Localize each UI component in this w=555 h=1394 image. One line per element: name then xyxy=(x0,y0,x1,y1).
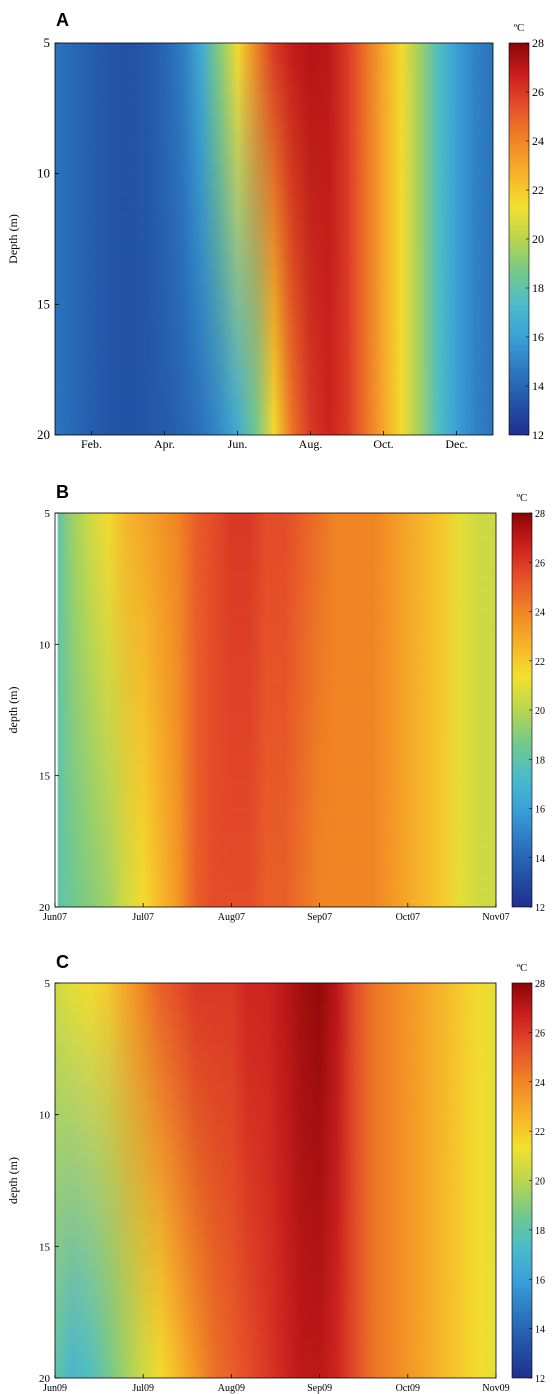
colorbar-tick-label: 18 xyxy=(535,755,545,766)
x-tick-label: Oct07 xyxy=(396,912,420,923)
colorbar-tick-label: 16 xyxy=(532,330,544,344)
x-tick-label: Jul07 xyxy=(132,912,154,923)
y-axis-label: depth (m) xyxy=(6,1157,20,1204)
heatmap-surface-bottom xyxy=(55,983,496,1378)
colorbar-tick-label: 20 xyxy=(532,232,544,246)
x-tick-label: Feb. xyxy=(81,437,102,451)
colorbar-tick-label: 28 xyxy=(535,979,545,990)
y-tick-label: 5 xyxy=(45,978,51,990)
panel-a: A5 10 15 20 Depth (m) Feb. Apr. Jun. Aug. Oct. Dec… xyxy=(6,10,544,451)
x-tick-label: Aug07 xyxy=(218,912,245,923)
x-tick-label: Sep09 xyxy=(307,1383,332,1394)
y-tick-label: 15 xyxy=(37,296,50,311)
colorbar-tick-label: 12 xyxy=(532,428,544,442)
colorbar-tick-label: 28 xyxy=(535,509,545,520)
colorbar-tick-label: 12 xyxy=(535,903,545,914)
colorbar-tick-label: 16 xyxy=(535,805,545,816)
colorbar-unit-label: ºC xyxy=(514,22,525,34)
y-tick-label: 10 xyxy=(39,639,51,651)
colorbar-unit-label: ºC xyxy=(517,492,528,504)
x-tick-label: Jun09 xyxy=(43,1383,67,1394)
x-tick-label: Nov07 xyxy=(482,912,509,923)
x-tick-label: Jun07 xyxy=(43,912,67,923)
heatmap-surface-bottom xyxy=(55,43,493,435)
panel-b: B5 10 15 20 depth (m) Jun07 Jul07 Aug07 Sep07 Oct… xyxy=(6,482,545,923)
colorbar-tick-label: 28 xyxy=(532,36,544,50)
colorbar-tick-label: 24 xyxy=(535,608,545,619)
x-tick-label: Aug09 xyxy=(218,1383,245,1394)
y-axis-label: Depth (m) xyxy=(6,214,20,264)
x-tick-label: Jul09 xyxy=(132,1383,154,1394)
x-tick-label: Oct09 xyxy=(396,1383,420,1394)
colorbar-tick-label: 14 xyxy=(535,854,545,865)
y-tick-label: 15 xyxy=(39,1241,51,1253)
y-tick-label: 10 xyxy=(37,166,50,181)
plot-frame xyxy=(54,512,497,908)
colorbar-tick-label: 26 xyxy=(532,85,544,99)
x-tick-label: Apr. xyxy=(154,437,175,451)
colorbar-tick-label: 16 xyxy=(535,1275,545,1286)
colorbar-tick-label: 18 xyxy=(532,281,544,295)
x-tick-label: Dec. xyxy=(445,437,467,451)
x-tick-label: Aug. xyxy=(299,437,323,451)
y-tick-label: 20 xyxy=(39,902,51,914)
colorbar-tick-label: 22 xyxy=(535,1127,545,1138)
colorbar-tick-label: 26 xyxy=(535,558,545,569)
x-tick-label: Sep07 xyxy=(307,912,332,923)
colorbar-tick-label: 22 xyxy=(532,183,544,197)
plot-frame xyxy=(54,982,497,1379)
colorbar-tick-label: 20 xyxy=(535,706,545,717)
x-tick-label: Jun. xyxy=(228,437,248,451)
colorbar-tick-label: 14 xyxy=(535,1325,545,1336)
panel-letter: C xyxy=(56,952,69,972)
no-data-strip xyxy=(55,513,58,907)
colorbar-tick-label: 12 xyxy=(535,1374,545,1385)
colorbar-tick-label: 14 xyxy=(532,379,544,393)
panel-letter: A xyxy=(56,10,69,30)
y-tick-label: 20 xyxy=(39,1373,51,1385)
heatmap-surface-bottom xyxy=(55,513,496,907)
colorbar-tick-label: 22 xyxy=(535,657,545,668)
x-tick-label: Nov09 xyxy=(482,1383,509,1394)
y-tick-label: 10 xyxy=(39,1110,51,1122)
x-tick-label: Oct. xyxy=(373,437,393,451)
plot-frame xyxy=(54,42,494,436)
panel-letter: B xyxy=(56,482,69,502)
colorbar-tick-label: 18 xyxy=(535,1226,545,1237)
colorbar-tick-label: 24 xyxy=(532,134,544,148)
y-tick-label: 15 xyxy=(39,771,51,783)
y-tick-label: 5 xyxy=(44,35,51,50)
y-tick-label: 20 xyxy=(37,427,50,442)
y-tick-label: 5 xyxy=(45,508,51,520)
colorbar-tick-label: 24 xyxy=(535,1078,545,1089)
panel-c: C5 10 15 20 depth (m) Jun09 Jul09 Aug09 Sep09 Oct… xyxy=(6,952,545,1394)
colorbar-tick-label: 26 xyxy=(535,1028,545,1039)
colorbar-tick-label: 20 xyxy=(535,1177,545,1188)
y-axis-label: depth (m) xyxy=(6,687,20,734)
colorbar-unit-label: ºC xyxy=(517,962,528,974)
